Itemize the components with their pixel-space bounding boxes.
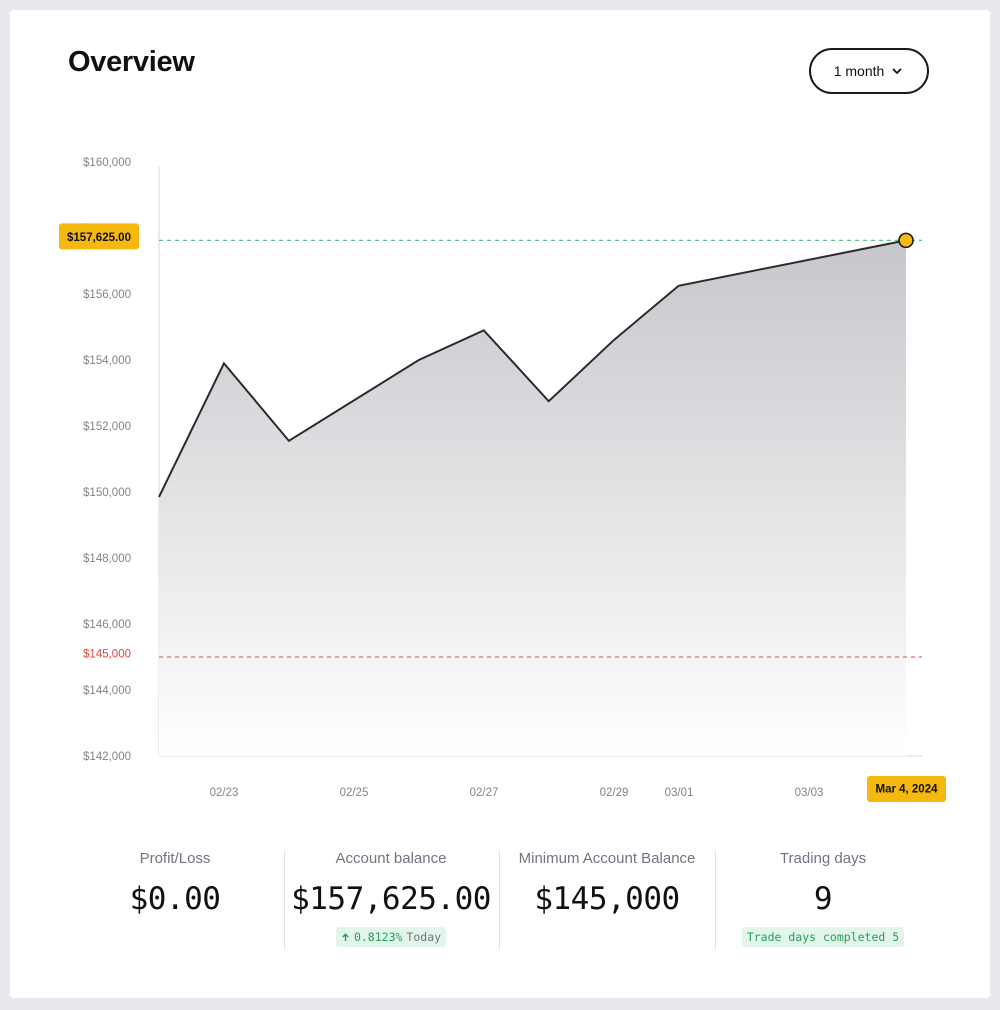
min-balance-axis-label: $145,000 bbox=[83, 649, 131, 661]
balance-change-suffix: Today bbox=[406, 930, 442, 944]
trading-days-label: Trading days bbox=[779, 850, 867, 867]
y-tick-label: $152,000 bbox=[83, 421, 131, 433]
x-tick-label: 02/29 bbox=[600, 787, 629, 799]
current-date-badge bbox=[867, 776, 946, 802]
profit-loss-stat: Profit/Loss $0.00 bbox=[68, 850, 282, 950]
min-balance-label: Minimum Account Balance bbox=[518, 850, 696, 867]
page-title: Overview bbox=[68, 46, 195, 78]
y-tick-label: $160,000 bbox=[83, 157, 131, 169]
current-value-badge bbox=[59, 223, 139, 250]
account-balance-stat: Account balance $157,625.00 0.8123% Toda… bbox=[284, 850, 498, 950]
y-tick-label: $154,000 bbox=[83, 355, 131, 367]
trade-days-completed-label: Trade days completed 5 bbox=[746, 930, 900, 944]
account-balance-value: $157,625.00 bbox=[291, 881, 491, 917]
x-tick-label: 02/25 bbox=[340, 787, 369, 799]
profit-loss-label: Profit/Loss bbox=[139, 850, 211, 867]
profit-loss-value: $0.00 bbox=[129, 881, 221, 917]
trading-days-stat: Trading days 9 Trade days completed 5 bbox=[716, 850, 930, 950]
trading-days-value: 9 bbox=[813, 881, 833, 917]
balance-change-badge: 0.8123% Today bbox=[335, 927, 447, 947]
period-label: 1 month bbox=[833, 63, 885, 79]
y-tick-label: $150,000 bbox=[83, 487, 131, 499]
min-balance-value: $145,000 bbox=[534, 881, 680, 917]
x-tick-label: 03/01 bbox=[665, 787, 694, 799]
divider bbox=[715, 850, 716, 950]
balance-area bbox=[159, 240, 906, 756]
x-tick-label: 02/23 bbox=[210, 787, 239, 799]
x-tick-label: 03/03 bbox=[795, 787, 824, 799]
stats-row: Profit/Loss $0.00 Account balance $157,6… bbox=[68, 850, 908, 960]
chevron-down-icon bbox=[892, 68, 902, 74]
x-tick-label: 02/27 bbox=[470, 787, 499, 799]
arrow-up-icon bbox=[342, 932, 349, 941]
period-select-button[interactable]: 1 month bbox=[809, 48, 929, 94]
divider bbox=[499, 850, 500, 950]
current-value-badge-label: $157,625.00 bbox=[67, 232, 131, 244]
y-tick-label: $146,000 bbox=[83, 619, 131, 631]
current-date-badge-label: Mar 4, 2024 bbox=[875, 784, 938, 796]
balance-line bbox=[158, 239, 907, 498]
divider bbox=[284, 850, 285, 950]
balance-chart: $160,000$158,000$156,000$154,000$152,000… bbox=[59, 157, 946, 802]
current-value-marker bbox=[898, 232, 914, 249]
trade-days-completed-badge: Trade days completed 5 bbox=[741, 927, 905, 947]
min-balance-stat: Minimum Account Balance $145,000 bbox=[500, 850, 714, 950]
y-tick-label: $142,000 bbox=[83, 751, 131, 763]
account-balance-label: Account balance bbox=[335, 850, 447, 867]
y-tick-label: $156,000 bbox=[83, 289, 131, 301]
y-tick-label: $148,000 bbox=[83, 553, 131, 565]
y-tick-label: $144,000 bbox=[83, 685, 131, 697]
balance-change-value: 0.8123% bbox=[353, 930, 403, 944]
